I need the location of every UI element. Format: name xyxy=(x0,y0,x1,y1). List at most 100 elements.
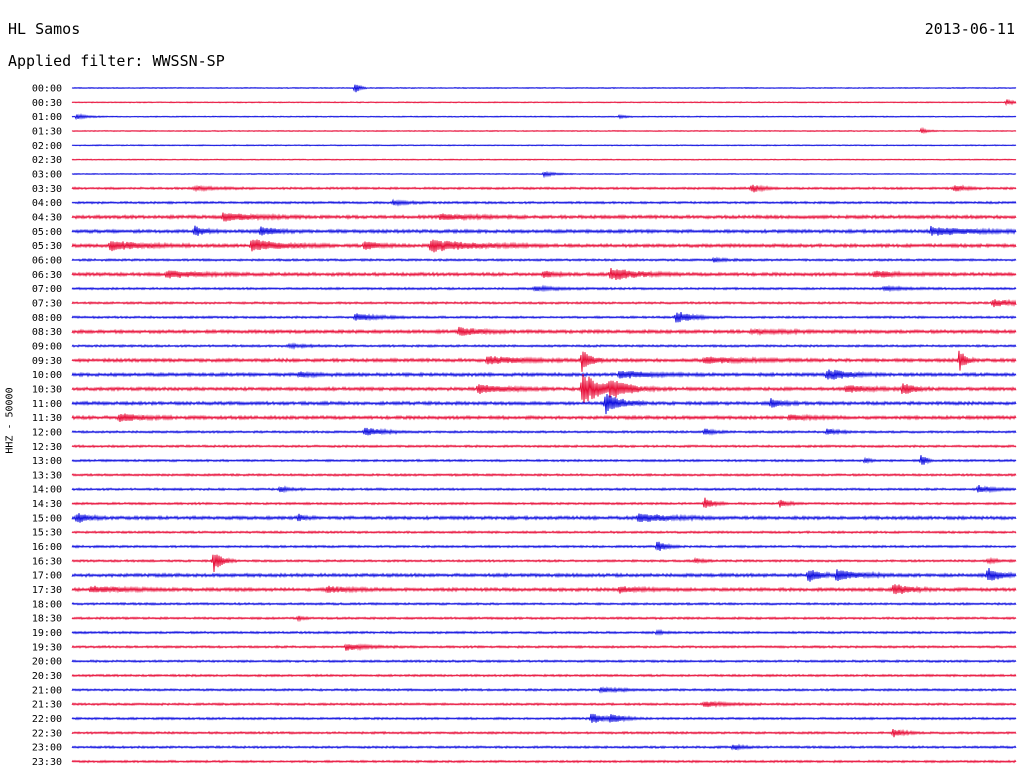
row-time-label: 15:00 xyxy=(32,513,62,524)
trace-row xyxy=(71,743,1017,751)
trace-row xyxy=(71,728,1017,738)
trace-row xyxy=(71,284,1017,293)
trace-row xyxy=(71,530,1017,535)
trace-row xyxy=(71,700,1017,708)
trace-row xyxy=(71,126,1017,135)
trace-row xyxy=(71,659,1017,664)
trace-row xyxy=(71,615,1017,623)
trace-row xyxy=(71,225,1017,236)
row-time-label: 00:30 xyxy=(32,98,62,109)
row-time-label: 15:30 xyxy=(32,528,62,539)
trace-row xyxy=(71,686,1017,694)
trace-row xyxy=(71,427,1017,436)
trace-row xyxy=(71,158,1017,161)
trace-row xyxy=(71,312,1017,323)
trace-row xyxy=(71,84,1017,93)
row-time-label: 08:00 xyxy=(32,313,62,324)
trace-row xyxy=(71,144,1017,147)
row-time-label: 22:00 xyxy=(32,714,62,725)
row-time-label: 20:00 xyxy=(32,657,62,668)
row-time-label: 13:30 xyxy=(32,470,62,481)
trace-row xyxy=(71,394,1017,415)
row-time-label: 06:30 xyxy=(32,270,62,281)
row-time-label: 03:00 xyxy=(32,169,62,180)
row-time-label: 18:00 xyxy=(32,599,62,610)
row-time-label: 19:30 xyxy=(32,642,62,653)
row-time-label: 17:30 xyxy=(32,585,62,596)
trace-row xyxy=(71,184,1017,193)
row-time-label: 02:30 xyxy=(32,155,62,166)
trace-row xyxy=(71,326,1017,337)
trace-row xyxy=(71,298,1017,308)
trace-row xyxy=(71,212,1017,222)
row-time-label: 21:30 xyxy=(32,700,62,711)
trace-row xyxy=(71,113,1017,121)
row-time-label: 11:30 xyxy=(32,413,62,424)
trace-row xyxy=(71,170,1017,179)
row-time-label: 05:30 xyxy=(32,241,62,252)
row-time-label: 12:30 xyxy=(32,442,62,453)
trace-row xyxy=(71,713,1017,723)
trace-row xyxy=(71,198,1017,207)
trace-row xyxy=(71,584,1017,595)
row-time-label: 23:00 xyxy=(32,743,62,754)
trace-row xyxy=(71,541,1017,551)
row-time-label: 18:30 xyxy=(32,614,62,625)
row-time-label: 19:00 xyxy=(32,628,62,639)
row-time-label: 16:00 xyxy=(32,542,62,553)
row-time-label: 07:30 xyxy=(32,298,62,309)
row-time-label: 09:00 xyxy=(32,341,62,352)
row-time-label: 11:00 xyxy=(32,399,62,410)
trace-row xyxy=(71,369,1017,380)
row-time-label: 07:00 xyxy=(32,284,62,295)
row-time-label: 22:30 xyxy=(32,728,62,739)
trace-row xyxy=(71,267,1017,280)
row-time-label: 04:00 xyxy=(32,198,62,209)
row-time-label: 21:00 xyxy=(32,685,62,696)
trace-row xyxy=(71,513,1017,523)
trace-row xyxy=(71,643,1017,652)
row-time-label: 10:30 xyxy=(32,384,62,395)
row-time-label: 14:00 xyxy=(32,485,62,496)
row-time-label: 00:00 xyxy=(32,84,62,95)
trace-row xyxy=(71,484,1017,494)
row-time-labels: 00:00 00:30 01:00 01:30 02:00 02:30 03:00 03:30… xyxy=(32,84,62,769)
row-time-label: 23:30 xyxy=(32,757,62,768)
row-time-label: 13:00 xyxy=(32,456,62,467)
record-date: 2013-06-11 xyxy=(924,20,1015,38)
trace-row xyxy=(71,342,1017,350)
trace-row xyxy=(71,413,1017,423)
applied-filter-label: Applied filter: WWSSN-SP xyxy=(8,52,225,70)
trace-row xyxy=(71,554,1017,572)
trace-row xyxy=(71,256,1017,263)
trace-row xyxy=(71,567,1017,582)
trace-row xyxy=(71,497,1017,508)
trace-row xyxy=(71,374,1017,404)
row-time-label: 04:30 xyxy=(32,212,62,223)
trace-row xyxy=(71,601,1017,606)
row-time-label: 05:00 xyxy=(32,227,62,238)
row-time-label: 17:00 xyxy=(32,571,62,582)
trace-row xyxy=(71,239,1017,253)
trace-row xyxy=(71,759,1017,764)
station-name: HL Samos xyxy=(8,20,81,38)
row-time-label: 09:30 xyxy=(32,356,62,367)
row-time-label: 01:30 xyxy=(32,126,62,137)
seismic-traces xyxy=(71,84,1017,764)
row-time-label: 16:30 xyxy=(32,556,62,567)
trace-row xyxy=(71,98,1017,107)
trace-row xyxy=(71,628,1017,636)
trace-row xyxy=(71,444,1017,449)
row-time-label: 20:30 xyxy=(32,671,62,682)
row-time-label: 01:00 xyxy=(32,112,62,123)
trace-row xyxy=(71,673,1017,678)
row-time-label: 03:30 xyxy=(32,184,62,195)
trace-row xyxy=(71,455,1017,465)
row-time-label: 02:00 xyxy=(32,141,62,152)
trace-row xyxy=(71,472,1017,478)
row-time-label: 08:30 xyxy=(32,327,62,338)
row-time-label: 14:30 xyxy=(32,499,62,510)
trace-row xyxy=(71,350,1017,372)
row-time-label: 10:00 xyxy=(32,370,62,381)
